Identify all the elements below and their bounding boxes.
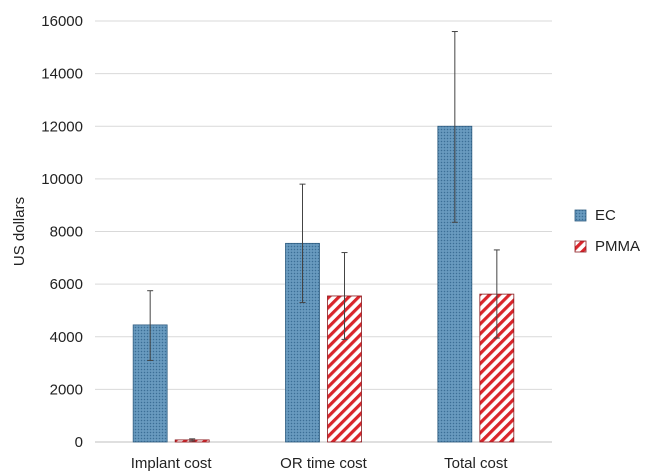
legend: EC PMMA (574, 207, 640, 255)
legend-label-ec: EC (595, 207, 616, 224)
y-tick-label: 12000 (41, 118, 83, 135)
y-tick-label: 4000 (50, 329, 83, 346)
y-axis-title: US dollars (11, 197, 28, 266)
x-tick-label: Implant cost (131, 455, 213, 472)
x-tick-label: OR time cost (280, 455, 368, 472)
y-tick-label: 0 (75, 434, 83, 451)
y-tick-label: 16000 (41, 13, 83, 30)
gridlines (95, 20, 552, 390)
y-tick-label: 14000 (41, 66, 83, 83)
axes: 0 2000 4000 6000 8000 10000 12000 14000 16000 US … (11, 13, 552, 472)
y-tick-label: 10000 (41, 171, 83, 188)
legend-swatch-pmma (574, 240, 587, 253)
y-tick-label: 6000 (50, 276, 83, 293)
legend-swatch-ec (574, 209, 587, 222)
y-tick-label: 8000 (50, 224, 83, 241)
y-tick-label: 2000 (50, 381, 83, 398)
bars (132, 31, 515, 443)
legend-label-pmma: PMMA (595, 238, 640, 255)
x-tick-label: Total cost (444, 455, 508, 472)
